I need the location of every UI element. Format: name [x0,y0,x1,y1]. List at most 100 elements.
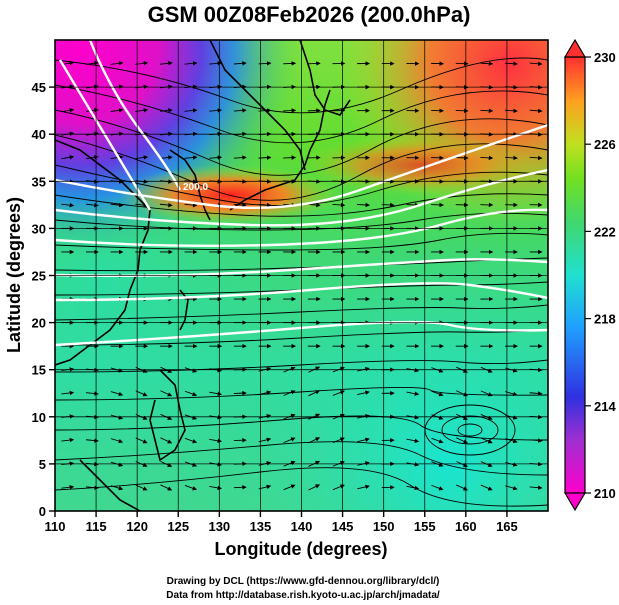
streamlines [55,57,548,507]
wind-arrow [233,61,247,66]
x-tick-label: 110 [45,519,66,534]
colorbar-gradient [564,56,586,494]
x-axis: 110 115 120 125 130 135 140 145 150 155 160 165 [45,511,518,534]
colorbar-tick-label: 210 [594,486,616,501]
wind-arrow [159,202,173,208]
wind-arrow [135,437,148,444]
wind-arrow [110,60,124,66]
x-tick-label: 115 [86,519,107,534]
x-tick-label: 140 [291,519,313,534]
wind-arrow [61,390,75,396]
wind-arrow [110,155,124,160]
wind-arrow [110,391,124,397]
colorbar-tick-label: 222 [594,224,616,239]
y-tick-label: 20 [32,316,46,331]
wind-arrow [283,484,296,491]
y-tick-label: 30 [32,221,46,236]
colorbar-upper-arrow [563,38,587,58]
wind-arrow [357,202,371,208]
y-tick-label: 40 [32,127,46,142]
y-tick-label: 10 [32,410,46,425]
wind-arrow [406,438,420,444]
wind-arrow [529,155,543,161]
credit-drawing: Drawing by DCL (https://www.gfd-dennou.o… [167,576,440,587]
wind-arrow [184,108,198,113]
wind-arrow [233,108,247,113]
colorbar-tick-label: 214 [594,399,616,414]
wind-arrow [357,437,370,443]
wind-arrow [480,108,494,114]
wind-arrow [480,61,494,66]
x-tick-label: 130 [208,519,230,534]
x-tick-label: 145 [332,519,354,534]
wind-arrow [61,437,75,443]
contour-label: 200.0 [183,182,208,193]
wind-arrow [406,391,420,396]
wind-arrow [184,485,198,491]
wind-arrow [283,108,297,113]
wind-arrow [110,485,124,491]
wind-arrow [233,202,247,208]
colorbar-lower-arrow [563,492,587,512]
wind-arrow [431,390,444,397]
y-tick-label: 0 [39,504,46,519]
x-tick-label: 155 [414,519,436,534]
wind-arrow [110,438,124,444]
wind-arrow [184,61,198,66]
y-tick-label: 35 [32,174,46,189]
map-title: GSM 00Z08Feb2026 (200.0hPa) [148,2,471,27]
wind-arrow [307,202,321,208]
wind-arrow [160,484,173,491]
plot-area: 200.0 [55,40,548,511]
wind-arrow [233,155,247,160]
wind-arrow [135,390,148,397]
wind-arrow [308,390,321,397]
wind-arrow [159,155,173,160]
x-tick-label: 135 [250,519,272,534]
x-tick-label: 120 [126,519,148,534]
y-tick-label: 45 [32,80,46,95]
wind-arrow [110,202,124,208]
wind-arrow [456,437,468,444]
y-tick-label: 25 [32,269,46,284]
wind-arrow [480,437,493,444]
wind-arrow [529,438,543,443]
wind-arrow [283,155,297,160]
wind-arrow [160,437,173,444]
y-axis-label: Latitude (degrees) [4,197,24,353]
y-tick-label: 5 [39,457,46,472]
wind-arrow [480,390,493,397]
wind-arrow [431,484,444,491]
wind-arrow [529,485,543,490]
wind-arrow [159,108,173,113]
wind-arrow [456,390,468,397]
wind-arrow [357,390,370,396]
wind-arrow [110,108,124,113]
wind-arrow [184,202,198,208]
colorbar: 210 214 218 222 226 230 [563,38,616,512]
wind-arrow [61,155,75,160]
x-tick-label: 150 [373,519,395,534]
wind-arrow [406,485,420,491]
wind-arrow [283,390,296,396]
wind-arrow [61,108,75,113]
wind-arrow [308,484,321,491]
wind-arrow [283,61,297,66]
wind-arrow [184,155,198,160]
x-tick-label: 165 [496,519,518,534]
wind-arrow [184,390,198,397]
wind-arrow [135,484,148,491]
wind-arrow [529,61,543,66]
colorbar-tick-label: 230 [594,50,616,65]
wind-arrow [160,390,173,397]
wind-arrow [357,484,370,490]
wind-arrow [184,437,198,444]
y-tick-label: 15 [32,363,46,378]
wind-arrow [529,108,543,114]
x-tick-label: 125 [167,519,189,534]
grid-lines [55,40,548,511]
wind-arrow [283,437,296,444]
wind-arrow [480,484,493,491]
colorbar-tick-label: 226 [594,137,616,152]
